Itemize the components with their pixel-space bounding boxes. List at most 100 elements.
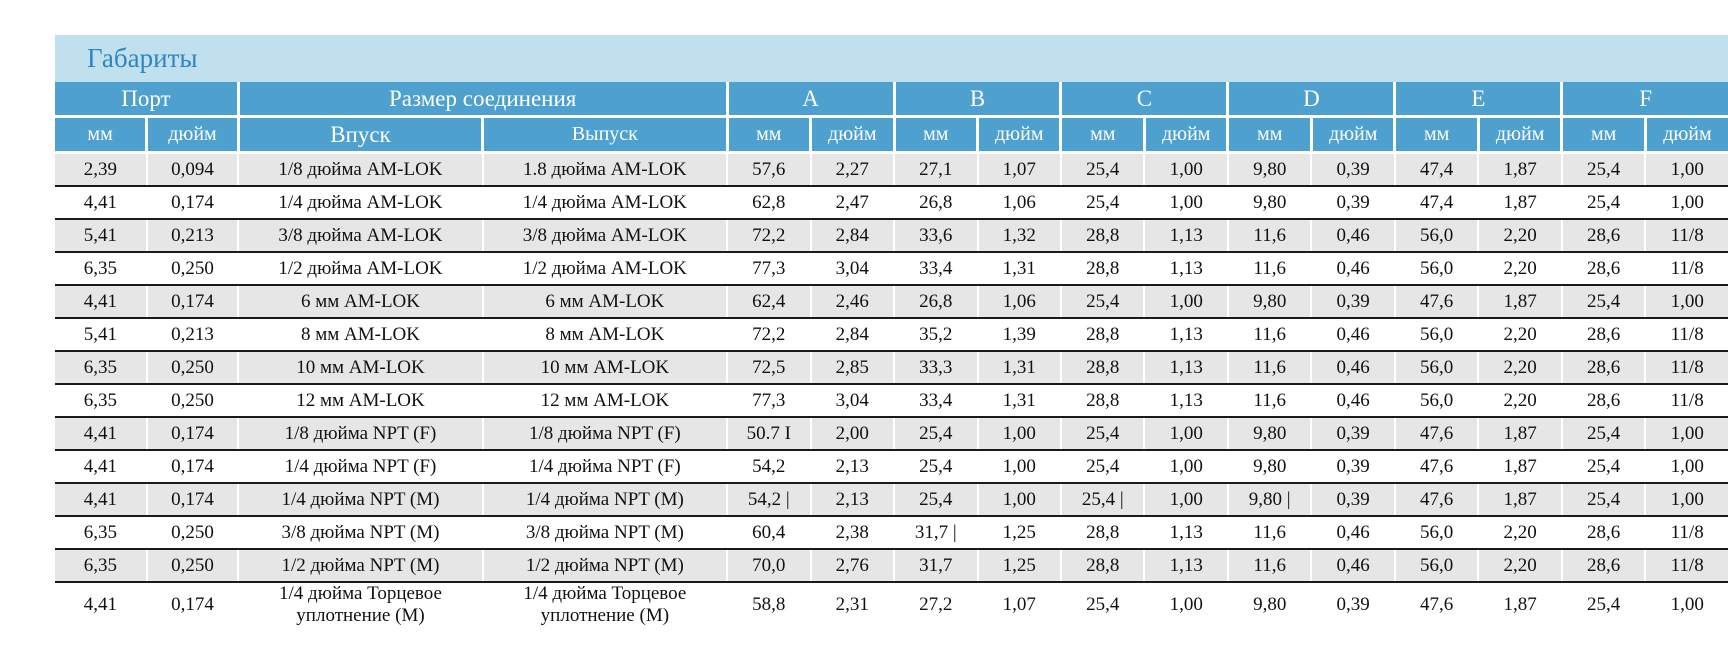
table-cell: 1,00: [1143, 285, 1228, 319]
table-cell: 1,00: [1644, 417, 1728, 451]
table-cell: 57,6: [726, 152, 811, 187]
table-cell: 0,46: [1310, 549, 1395, 583]
table-cell: 4,41: [55, 483, 147, 517]
table-cell: 1,07: [976, 152, 1061, 187]
header-sub-cell: дюйм: [809, 116, 895, 154]
table-cell: 5,41: [55, 219, 147, 253]
table-cell: 1,32: [976, 219, 1061, 253]
table-cell: 0,174: [145, 285, 239, 319]
table-cell: 0,46: [1310, 351, 1395, 385]
table-cell: 28,6: [1560, 384, 1646, 418]
table-cell: 1,00: [976, 450, 1061, 484]
table-row: 4,41 0,174 1/4 дюйма Торцевое уплотнение (…: [55, 582, 1728, 627]
table-cell: 1,00: [976, 417, 1061, 451]
table-cell: 31,7: [893, 549, 978, 583]
table-row: 2,39 0,094 1/8 дюйма AM-LOK 1.8 дюйма AM-LO…: [55, 152, 1728, 187]
header-sub-cell: дюйм: [145, 116, 239, 154]
table-cell: 1,13: [1143, 549, 1228, 583]
table-cell: 4,41: [55, 450, 147, 484]
table-cell: 33,4: [893, 384, 978, 418]
table-cell: 2,31: [809, 582, 895, 627]
table-cell: 28,8: [1059, 549, 1145, 583]
header-sub-cell: мм: [1226, 116, 1312, 154]
table-cell: 1/8 дюйма AM-LOK: [237, 152, 483, 187]
header-dim-b: B: [892, 82, 1061, 118]
table-cell: 4,41: [55, 186, 147, 220]
header-sub-cell: мм: [1560, 116, 1646, 154]
table-cell: 1/2 дюйма NPT (M): [237, 549, 483, 583]
header-sub-cell: дюйм: [1643, 116, 1728, 154]
dimensions-table-frame: Габариты Порт Размер соединения A: [55, 35, 1728, 627]
table-cell: 11/8: [1644, 252, 1728, 286]
table-cell: 12 мм AM-LOK: [481, 384, 728, 418]
table-cell: 1,00: [1143, 152, 1228, 187]
table-cell: 0,39: [1310, 483, 1395, 517]
table-cell: 25,4: [1059, 417, 1145, 451]
header-connection-size: Размер соединения: [236, 82, 728, 118]
table-cell: 0,46: [1310, 516, 1395, 550]
table-cell: 1,13: [1143, 318, 1228, 352]
table-cell: 28,8: [1059, 252, 1145, 286]
table-cell: 9,80: [1226, 582, 1312, 627]
table-cell: 3,04: [809, 384, 895, 418]
table-cell: 77,3: [726, 252, 811, 286]
table-cell: 28,6: [1560, 351, 1646, 385]
header-sub-cell: дюйм: [1142, 116, 1228, 154]
table-cell: 2,20: [1477, 549, 1562, 583]
table-cell: 1,13: [1143, 219, 1228, 253]
table-cell: 3,04: [809, 252, 895, 286]
table-cell: 47,6: [1393, 483, 1479, 517]
table-cell: 0,213: [145, 219, 239, 253]
table-cell: 50.7 I: [726, 417, 811, 451]
table-cell: 27,1: [893, 152, 978, 187]
table-row: 4,41 0,174 1/4 дюйма NPT (M) 1/4 дюйма NPT …: [55, 483, 1728, 517]
table-cell: 1,06: [976, 285, 1061, 319]
table-row: 6,35 0,250 1/2 дюйма AM-LOK 1/2 дюйма AM-LO…: [55, 252, 1728, 286]
table-cell: 1,13: [1143, 252, 1228, 286]
table-cell: 2,85: [809, 351, 895, 385]
table-cell: 1,25: [976, 516, 1061, 550]
table-cell: 33,4: [893, 252, 978, 286]
table-cell: 11/8: [1644, 219, 1728, 253]
table-cell: 2,20: [1477, 252, 1562, 286]
table-cell: 25,4: [1560, 450, 1646, 484]
table-cell: 0,39: [1310, 450, 1395, 484]
table-cell: 1/2 дюйма NPT (M): [481, 549, 728, 583]
table-cell: 47,4: [1393, 186, 1479, 220]
table-cell: 4,41: [55, 417, 147, 451]
table-cell: 25,4: [1560, 417, 1646, 451]
header-sub-cell: мм: [55, 116, 147, 154]
table-cell: 62,4: [726, 285, 811, 319]
header-dim-d: D: [1226, 82, 1395, 118]
table-cell: 0,250: [145, 252, 239, 286]
table-cell: 2,47: [809, 186, 895, 220]
header-dim-f: F: [1560, 82, 1728, 118]
table-cell: 11,6: [1226, 252, 1312, 286]
table-cell: 11,6: [1226, 318, 1312, 352]
table-cell: 0,39: [1310, 285, 1395, 319]
table-cell: 0,250: [145, 549, 239, 583]
table-cell: 1,00: [1143, 450, 1228, 484]
table-cell: 47,6: [1393, 285, 1479, 319]
table-cell: 0,46: [1310, 384, 1395, 418]
table-cell: 1,13: [1143, 384, 1228, 418]
table-cell: 1/4 дюйма NPT (F): [481, 450, 728, 484]
table-cell: 5,41: [55, 318, 147, 352]
table-cell: 77,3: [726, 384, 811, 418]
table-cell: 9,80: [1226, 152, 1312, 187]
table-cell: 0,39: [1310, 186, 1395, 220]
table-cell: 56,0: [1393, 549, 1479, 583]
table-cell: 2,20: [1477, 351, 1562, 385]
table-cell: 72,2: [726, 219, 811, 253]
table-cell: 0,250: [145, 516, 239, 550]
table-cell: 33,6: [893, 219, 978, 253]
table-cell: 28,6: [1560, 252, 1646, 286]
header-sub-cell: мм: [892, 116, 978, 154]
table-cell: 6 мм AM-LOK: [481, 285, 728, 319]
table-cell: 62,8: [726, 186, 811, 220]
table-cell: 0,174: [145, 582, 239, 627]
table-cell: 1,25: [976, 549, 1061, 583]
table-cell: 33,3: [893, 351, 978, 385]
table-row: 6,35 0,250 3/8 дюйма NPT (M) 3/8 дюйма NPT …: [55, 516, 1728, 550]
table-cell: 1,87: [1477, 417, 1562, 451]
